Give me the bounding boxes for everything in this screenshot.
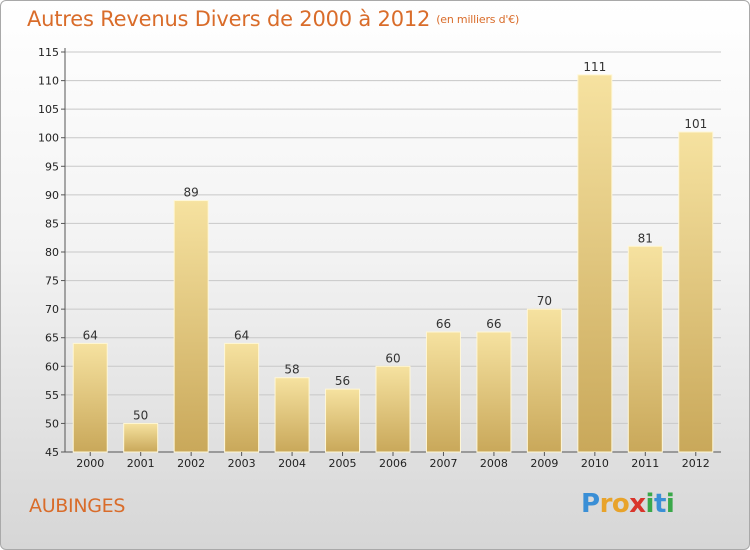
bar xyxy=(526,308,562,453)
y-tick-label: 60 xyxy=(45,360,59,373)
chart-title-text: Autres Revenus Divers de 2000 à 2012 xyxy=(27,7,431,31)
x-tick-label: 2002 xyxy=(177,457,205,470)
logo-letter: P xyxy=(581,489,600,519)
bar xyxy=(224,342,260,453)
bar-value-label: 58 xyxy=(284,363,299,377)
bar-value-label: 60 xyxy=(385,351,400,365)
y-tick-label: 45 xyxy=(45,446,59,459)
bar xyxy=(173,200,209,453)
bar xyxy=(274,377,310,453)
y-tick-label: 65 xyxy=(45,332,59,345)
y-tick-label: 95 xyxy=(45,160,59,173)
bar xyxy=(325,388,361,453)
x-tick-label: 2012 xyxy=(682,457,710,470)
logo-letter: x xyxy=(629,489,646,519)
x-tick-label: 2001 xyxy=(127,457,155,470)
y-tick-label: 110 xyxy=(38,75,59,88)
x-tick-label: 2004 xyxy=(278,457,306,470)
bar xyxy=(476,331,512,453)
y-tick-label: 75 xyxy=(45,275,59,288)
y-tick-label: 50 xyxy=(45,417,59,430)
y-tick-label: 85 xyxy=(45,217,59,230)
bar xyxy=(123,422,159,453)
x-tick-label: 2006 xyxy=(379,457,407,470)
chart-title: Autres Revenus Divers de 2000 à 2012 (en … xyxy=(27,7,519,31)
x-tick-label: 2000 xyxy=(76,457,104,470)
logo-letter: t xyxy=(653,489,666,519)
bar-value-label: 64 xyxy=(83,328,98,342)
y-tick-label: 100 xyxy=(38,132,59,145)
x-tick-label: 2009 xyxy=(530,457,558,470)
proxiti-logo: Proxiti xyxy=(581,489,675,519)
commune-name: AUBINGES xyxy=(29,495,126,517)
bar xyxy=(425,331,461,453)
y-tick-label: 55 xyxy=(45,389,59,402)
logo-letter: r xyxy=(599,489,613,519)
x-tick-label: 2007 xyxy=(429,457,457,470)
bar-value-label: 66 xyxy=(436,317,451,331)
chart-subtitle: (en milliers d'€) xyxy=(436,13,520,26)
y-tick-label: 105 xyxy=(38,103,59,116)
logo-letter: o xyxy=(611,489,630,519)
bar xyxy=(627,245,663,453)
bar-value-label: 111 xyxy=(583,60,606,74)
logo-letter: i xyxy=(645,489,655,519)
bar-value-label: 64 xyxy=(234,328,249,342)
bar-value-label: 101 xyxy=(684,117,707,131)
bar xyxy=(375,365,411,453)
y-tick-label: 115 xyxy=(38,46,59,59)
x-tick-label: 2005 xyxy=(329,457,357,470)
bar xyxy=(72,342,108,453)
x-tick-label: 2008 xyxy=(480,457,508,470)
y-tick-label: 80 xyxy=(45,246,59,259)
y-tick-label: 90 xyxy=(45,189,59,202)
x-tick-label: 2003 xyxy=(228,457,256,470)
x-tick-label: 2010 xyxy=(581,457,609,470)
bar-value-label: 66 xyxy=(486,317,501,331)
logo-letter: i xyxy=(665,489,675,519)
bar-value-label: 81 xyxy=(638,231,653,245)
bar-value-label: 56 xyxy=(335,374,350,388)
bar xyxy=(678,131,714,453)
bar xyxy=(577,74,613,453)
x-tick-label: 2011 xyxy=(631,457,659,470)
y-tick-label: 70 xyxy=(45,303,59,316)
bar-value-label: 70 xyxy=(537,294,552,308)
bar-value-label: 89 xyxy=(184,186,199,200)
bar-value-label: 50 xyxy=(133,408,148,422)
